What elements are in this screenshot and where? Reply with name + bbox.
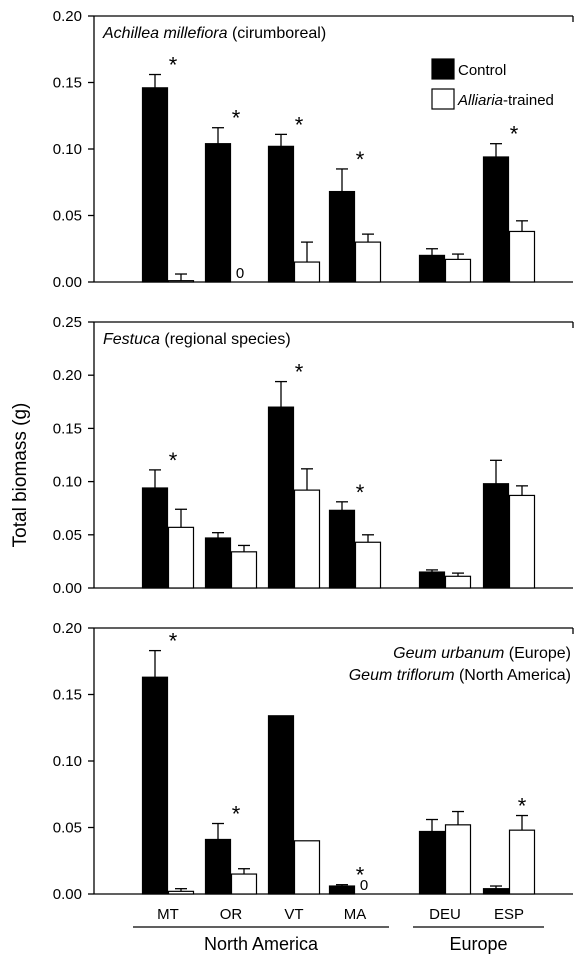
significance-star: * [169, 448, 178, 473]
bar-alliaria-DEU [444, 824, 472, 895]
y-tick-label: 0.15 [53, 75, 82, 92]
panel-title-rest: (regional species) [160, 331, 291, 348]
y-tick-label: 0.00 [53, 274, 82, 291]
bar-alliaria-MT [167, 890, 195, 895]
panel-2: 0.00 0.05 0.10 0.15 0.20 0.25 Festuca (regiona… [53, 314, 574, 597]
bar-alliaria-VT [293, 840, 321, 895]
bar-control-OR [204, 143, 232, 283]
y-tick-label: 0.10 [53, 141, 82, 158]
panel-title-line-2-rest: (North America) [455, 667, 571, 684]
bar-alliaria-OR [230, 873, 258, 895]
group-label: North America [204, 934, 319, 954]
bar-control-ESP [482, 483, 510, 589]
y-tick-label: 0.05 [53, 820, 82, 837]
panel-title-italic: Achillea millefiora [102, 25, 228, 42]
y-tick-label: 0.00 [53, 580, 82, 597]
bar-alliaria-DEU [444, 575, 472, 589]
bar-control-OR [204, 537, 232, 589]
y-tick-label: 0.10 [53, 474, 82, 491]
y-tick-label: 0.00 [53, 886, 82, 903]
significance-star: * [232, 802, 241, 827]
bar-control-VT [267, 406, 295, 589]
y-tick-label: 0.15 [53, 687, 82, 704]
panel-title-line-1-italic: Geum urbanum [393, 645, 504, 662]
significance-star: * [356, 147, 365, 172]
bar-alliaria-MA [354, 241, 382, 283]
legend-label-italic: Alliaria [457, 92, 503, 109]
y-tick-label: 0.20 [53, 8, 82, 25]
y-tick-label: 0.05 [53, 527, 82, 544]
significance-star: * [295, 112, 304, 137]
category-label-DEU: DEU [429, 906, 461, 923]
significance-star: * [356, 863, 365, 888]
bar-alliaria-ESP [508, 230, 536, 283]
bar-control-VT [267, 145, 295, 283]
significance-star: * [295, 360, 304, 385]
x-axis-groups: North America Europe [133, 926, 544, 954]
bar-control-MT [141, 676, 169, 895]
significance-star: * [510, 122, 519, 147]
bar-alliaria-ESP [508, 494, 536, 589]
legend-label: Alliaria-trained [457, 92, 554, 109]
bar-alliaria-MA [354, 541, 382, 589]
legend-label-rest: -trained [503, 92, 554, 109]
bar-control-ESP [482, 888, 510, 895]
y-tick-label: 0.20 [53, 620, 82, 637]
bar-control-MA [328, 885, 356, 895]
bar-control-OR [204, 838, 232, 895]
bar-alliaria-MT [167, 280, 195, 283]
significance-star: * [518, 794, 527, 819]
panels: 0.00 0.05 0.10 0.15 0.20 Achillea millefiora … [53, 8, 574, 903]
bar-control-ESP [482, 156, 510, 283]
bar-alliaria-MT [167, 526, 195, 589]
bar-control-MA [328, 509, 356, 589]
significance-star: * [356, 480, 365, 505]
legend: Control Alliaria-trained [431, 58, 554, 110]
bar-control-DEU [418, 254, 446, 283]
y-tick-label: 0.25 [53, 314, 82, 331]
legend-label: Control [458, 62, 506, 79]
bar-control-MA [328, 190, 356, 283]
y-axis-label: Total biomass (g) [10, 403, 31, 548]
panel-title: Achillea millefiora (cirumboreal) [102, 25, 326, 42]
zero-label: 0 [236, 265, 244, 282]
bar-control-DEU [418, 830, 446, 895]
bar-alliaria-VT [293, 489, 321, 589]
panel-title: Festuca (regional species) [103, 331, 291, 348]
panel-title-line-2-italic: Geum triflorum [349, 667, 455, 684]
panel-title-line-2: Geum triflorum (North America) [349, 667, 571, 684]
significance-star: * [169, 629, 178, 654]
category-label-MT: MT [157, 906, 179, 923]
bar-control-DEU [418, 571, 446, 589]
panel-title-italic: Festuca [103, 331, 160, 348]
panel-title-rest: (cirumboreal) [228, 25, 327, 42]
zero-label: 0 [360, 877, 368, 894]
category-label-OR: OR [220, 906, 243, 923]
panel-title-line-1: Geum urbanum (Europe) [393, 645, 571, 662]
group-label: Europe [449, 934, 507, 954]
bar-control-VT [267, 715, 295, 895]
y-tick-label: 0.20 [53, 367, 82, 384]
bar-control-MT [141, 487, 169, 589]
bar-control-MT [141, 87, 169, 283]
panel-title-line-1-rest: (Europe) [504, 645, 571, 662]
bar-alliaria-ESP [508, 829, 536, 895]
significance-star: * [169, 53, 178, 78]
significance-star: * [232, 106, 241, 131]
bar-alliaria-OR [230, 551, 258, 589]
category-label-MA: MA [344, 906, 367, 923]
panel-1: 0.00 0.05 0.10 0.15 0.20 Achillea millefiora … [53, 8, 574, 291]
x-axis-categories: MT OR VT MA DEU ESP [157, 906, 524, 923]
panel-3: 0.00 0.05 0.10 0.15 0.20 Geum urbanum (Europe… [53, 620, 574, 903]
category-label-ESP: ESP [494, 906, 524, 923]
bar-alliaria-VT [293, 261, 321, 283]
bar-alliaria-DEU [444, 258, 472, 283]
y-tick-label: 0.15 [53, 420, 82, 437]
category-label-VT: VT [284, 906, 303, 923]
y-tick-label: 0.05 [53, 208, 82, 225]
y-tick-label: 0.10 [53, 753, 82, 770]
legend-swatch [431, 88, 455, 110]
legend-swatch [431, 58, 455, 80]
